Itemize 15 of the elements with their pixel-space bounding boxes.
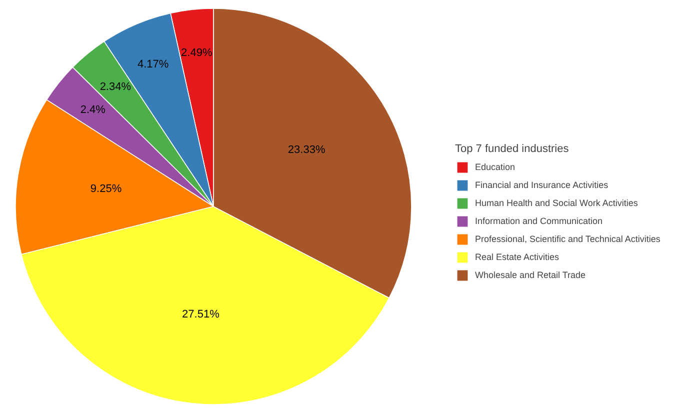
data-label: 23.33% [288,144,326,156]
data-label: 2.34% [100,81,132,94]
legend-label: Information and Communication [475,216,603,226]
legend-label: Education [475,162,516,172]
data-label: 27.51% [182,308,220,321]
legend-label: Real Estate Activities [475,252,560,262]
data-label: 2.4% [80,104,106,116]
data-label: 2.49% [181,46,212,59]
legend-label: Human Health and Social Work Activities [475,198,638,208]
legend-label: Wholesale and Retail Trade [475,270,586,280]
legend-title: Top 7 funded industries [455,143,570,155]
data-label: 9.25% [90,182,122,195]
data-label: 4.17% [137,58,169,70]
legend-label: Professional, Scientific and Technical Activities [475,234,660,244]
legend-label: Financial and Insurance Activities [475,180,608,190]
